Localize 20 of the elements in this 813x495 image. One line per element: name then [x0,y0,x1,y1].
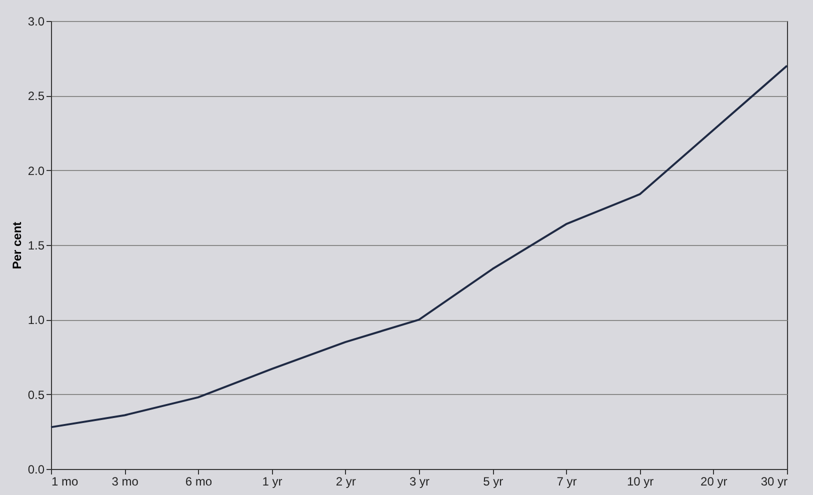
x-tick-label: 5 yr [483,474,504,488]
x-tick-label: 1 mo [52,474,79,488]
x-tick-label: 10 yr [626,474,654,488]
y-axis-title: Per cent [10,222,24,270]
x-tick-label: 20 yr [700,474,728,488]
line-series [50,64,788,428]
x-tick-label: 30 yr [760,474,788,488]
y-tick-label: 0.5 [28,388,45,402]
x-tick-label: 7 yr [556,474,577,488]
y-tick-label: 1.5 [28,238,45,252]
y-tick-label: 1.0 [28,313,45,328]
y-tick-label: 2.5 [28,89,45,104]
x-tick-label: 2 yr [336,474,356,488]
x-tick-label: 1 yr [262,474,282,488]
x-tick-label: 6 mo [185,474,212,488]
y-tick-label: 2.0 [28,164,45,178]
y-tick-label: 3.0 [28,14,45,28]
x-tick-label: 3 mo [112,474,139,488]
x-tick-label: 3 yr [409,474,430,488]
y-tick-label: 0.0 [28,462,45,476]
